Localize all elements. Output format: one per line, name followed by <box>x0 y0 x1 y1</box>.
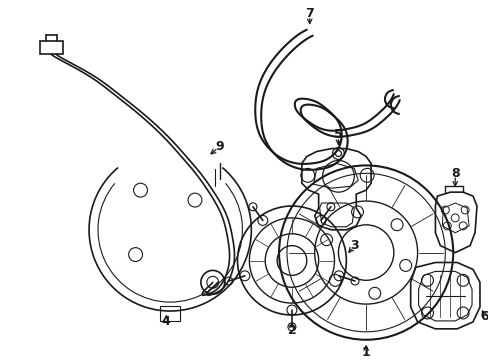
Text: 8: 8 <box>450 167 459 180</box>
Text: 1: 1 <box>361 346 370 359</box>
Text: 2: 2 <box>287 324 296 337</box>
Text: 5: 5 <box>333 128 342 141</box>
Text: 3: 3 <box>349 239 358 252</box>
Text: 6: 6 <box>480 310 488 324</box>
Text: 7: 7 <box>305 7 313 21</box>
Text: 4: 4 <box>162 315 170 328</box>
Text: 9: 9 <box>215 140 224 153</box>
